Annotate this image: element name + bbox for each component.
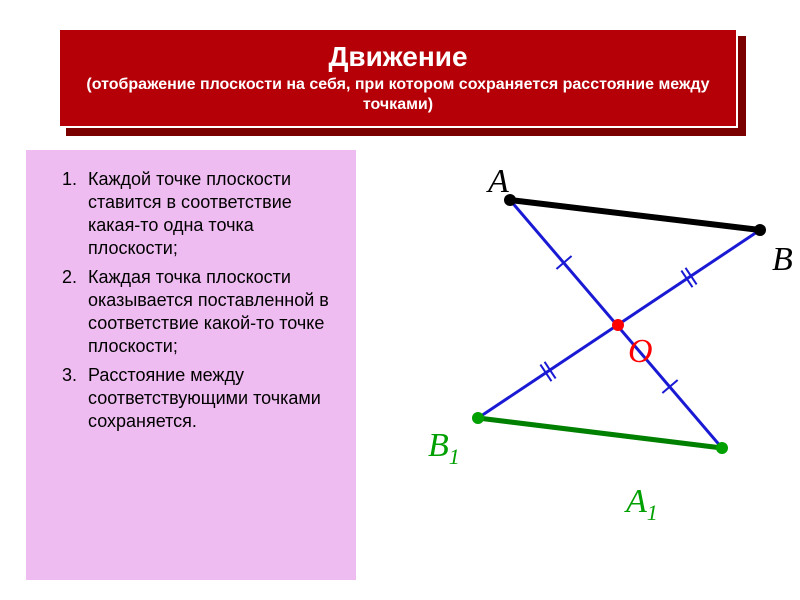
svg-text:A1: A1 [624, 483, 658, 525]
header-title: Движение [328, 41, 467, 73]
svg-text:A: A [486, 163, 509, 200]
definition-panel: Каждой точке плоскости ставится в соотве… [26, 150, 356, 580]
list-item: Расстояние между соответствующими точкам… [82, 364, 346, 433]
header-panel: Движение (отображение плоскости на себя,… [58, 28, 738, 128]
geometry-diagram: A B O A1 B1 [360, 140, 800, 580]
list-item: Каждая точка плоскости оказывается поста… [82, 266, 346, 358]
list-item: Каждой точке плоскости ставится в соотве… [82, 168, 346, 260]
definition-list: Каждой точке плоскости ставится в соотве… [36, 168, 346, 433]
diagram-svg: A B O A1 B1 [360, 140, 800, 580]
header-subtitle: (отображение плоскости на себя, при кото… [78, 75, 718, 115]
svg-text:B: B [772, 241, 793, 278]
svg-text:B1: B1 [428, 427, 460, 469]
svg-text:O: O [628, 333, 653, 370]
